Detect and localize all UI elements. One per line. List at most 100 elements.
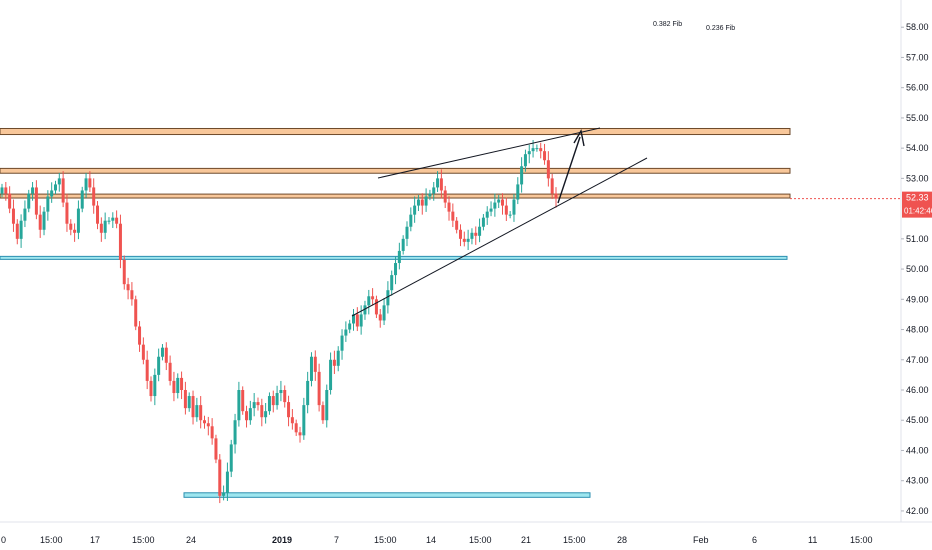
candle [520, 157, 524, 193]
candle [489, 201, 493, 217]
price-tick-label: 47.00 [906, 355, 929, 365]
candle [348, 319, 352, 334]
candle [332, 350, 336, 374]
candle [260, 398, 264, 427]
candle [202, 415, 206, 429]
candle-body [504, 205, 508, 215]
candle-body [99, 223, 103, 233]
time-label: 2019 [272, 535, 292, 545]
candle-body [428, 193, 432, 197]
candle-body [531, 148, 535, 152]
candle [371, 288, 375, 306]
candle [76, 200, 80, 240]
candle [183, 381, 187, 415]
candle-body [202, 420, 206, 424]
candle [271, 390, 275, 413]
candle-body [489, 208, 493, 212]
candle [504, 197, 508, 221]
price-tick-label: 57.00 [906, 52, 929, 62]
candle [546, 151, 550, 187]
candle-body [145, 359, 149, 381]
candle-body [176, 377, 180, 394]
support-zone[interactable] [0, 255, 788, 260]
candle-body [466, 238, 470, 242]
candle [164, 342, 168, 371]
support-zone[interactable] [183, 492, 591, 498]
candle-body [27, 193, 31, 209]
time-label: 15:00 [469, 535, 492, 545]
candle [256, 397, 260, 411]
candle-body [352, 314, 356, 324]
candle [443, 185, 447, 208]
candle [458, 224, 462, 247]
candle [397, 242, 401, 270]
candle-body [458, 229, 462, 239]
candle [363, 300, 367, 320]
candle [176, 373, 180, 399]
candle-body [8, 193, 12, 209]
candle [439, 169, 443, 199]
candle-body [214, 438, 218, 460]
candle-body [229, 444, 233, 472]
price-axis[interactable]: 58.00 57.00 56.00 55.00 54.00 53.00 51.00 50.00… [901, 22, 929, 516]
candle [96, 201, 100, 230]
candle [420, 193, 424, 215]
candle [394, 256, 398, 285]
resistance-zone[interactable] [0, 127, 791, 136]
candle [172, 371, 176, 402]
candle [191, 390, 195, 425]
candle-body [535, 148, 539, 150]
candle-body [523, 154, 527, 167]
candle-body [474, 232, 478, 236]
resistance-zone[interactable] [0, 167, 791, 174]
candle-body [439, 178, 443, 191]
candle [15, 219, 19, 245]
candle [84, 172, 88, 198]
candle [53, 180, 57, 195]
candle-body [206, 423, 210, 427]
candle-body [298, 432, 302, 436]
candle [413, 196, 417, 223]
candle-body [69, 223, 73, 230]
candle-body [183, 390, 187, 409]
candle-body [267, 396, 271, 412]
price-tick-label: 53.00 [906, 173, 929, 183]
candle-body [527, 151, 531, 155]
candle-body [302, 405, 306, 436]
candle-body [447, 202, 451, 212]
candle [501, 193, 505, 215]
wedge-lower-trendline[interactable] [351, 157, 648, 317]
candle [218, 454, 222, 504]
time-axis[interactable]: 0 15:00 17 15:00 24 2019 7 15:00 14 15:0… [1, 535, 873, 545]
candle [416, 195, 420, 212]
candle [279, 380, 283, 402]
candle [306, 371, 310, 414]
candle [497, 195, 501, 208]
candle [535, 144, 539, 152]
candle [428, 189, 432, 201]
candle-body [103, 220, 107, 233]
fib-layer: 0.382 Fib 0.236 Fib [653, 21, 735, 32]
price-tick-label: 56.00 [906, 83, 929, 93]
candle-body [0, 187, 4, 194]
candle [302, 397, 306, 440]
candle-body [160, 347, 164, 357]
candle [61, 171, 65, 208]
resistance-zone[interactable] [0, 193, 791, 199]
candle-body [329, 359, 333, 390]
candle-body [394, 263, 398, 276]
candle-body [237, 390, 241, 421]
candles-layer [0, 139, 558, 504]
wedge-upper-trendline[interactable] [377, 127, 601, 179]
candle-body [451, 211, 455, 221]
candle [352, 308, 356, 331]
candle [122, 255, 126, 290]
candle [550, 173, 554, 199]
candle [313, 350, 317, 381]
candle [65, 193, 69, 232]
candle-body [84, 178, 88, 191]
projection-arrow[interactable] [557, 136, 581, 204]
candle [34, 180, 38, 220]
candle-body [180, 377, 184, 390]
